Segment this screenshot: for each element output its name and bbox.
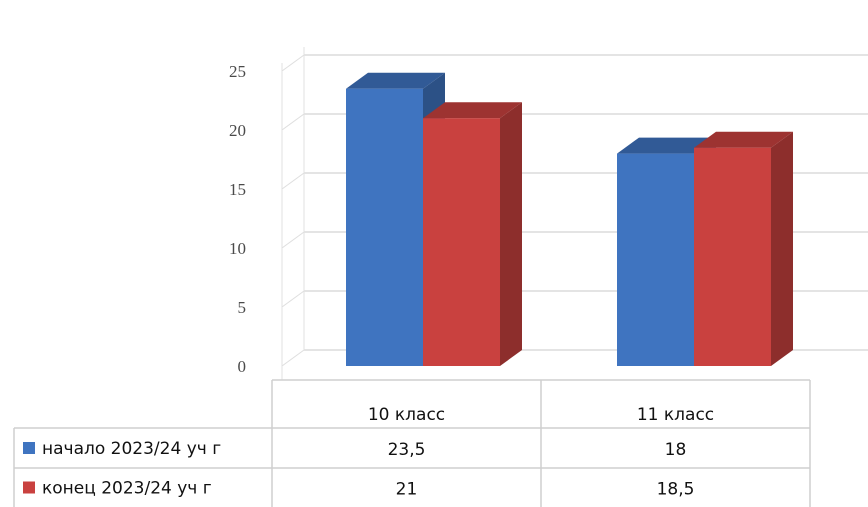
bar — [423, 102, 522, 366]
bar-front — [346, 88, 423, 366]
data-label: 21 — [396, 480, 418, 500]
bars — [346, 72, 793, 366]
y-tick-label: 25 — [229, 62, 246, 81]
legend-swatch — [23, 481, 35, 494]
gridline-side — [281, 290, 305, 308]
x-category-label: 11 класс — [637, 405, 714, 425]
data-table: 10 класс 11 класс начало 2023/24 уч г 23,5 1… — [13, 379, 811, 507]
bar-top — [346, 72, 445, 89]
y-tick-label: 5 — [238, 298, 247, 317]
x-category-label: 10 класс — [368, 405, 445, 425]
y-tick-label: 20 — [229, 121, 246, 140]
bar-top — [423, 102, 522, 119]
gridline-side — [281, 113, 305, 131]
data-label: 18 — [665, 440, 687, 460]
bar-front — [617, 153, 694, 366]
y-tick-label: 15 — [229, 180, 246, 199]
gridline-side — [281, 231, 305, 249]
y-tick-label: 10 — [229, 239, 246, 258]
gridline-side — [281, 349, 305, 367]
gridline-side — [281, 54, 305, 72]
y-axis: 0 5 10 15 20 25 — [229, 47, 305, 380]
legend-swatch — [23, 442, 35, 454]
bar-side — [771, 131, 793, 366]
legend-series-name: конец 2023/24 уч г — [42, 479, 212, 499]
legend-series-name: начало 2023/24 уч г — [42, 439, 221, 459]
bar-top — [694, 131, 793, 148]
bar-front — [423, 118, 500, 366]
data-label: 23,5 — [388, 440, 426, 460]
bar-side — [500, 102, 522, 366]
bar-front — [694, 147, 771, 366]
data-label: 18,5 — [657, 480, 695, 500]
bar-top — [617, 137, 716, 154]
gridline-side — [281, 172, 305, 190]
y-tick-label: 0 — [238, 357, 247, 376]
bar — [694, 131, 793, 366]
